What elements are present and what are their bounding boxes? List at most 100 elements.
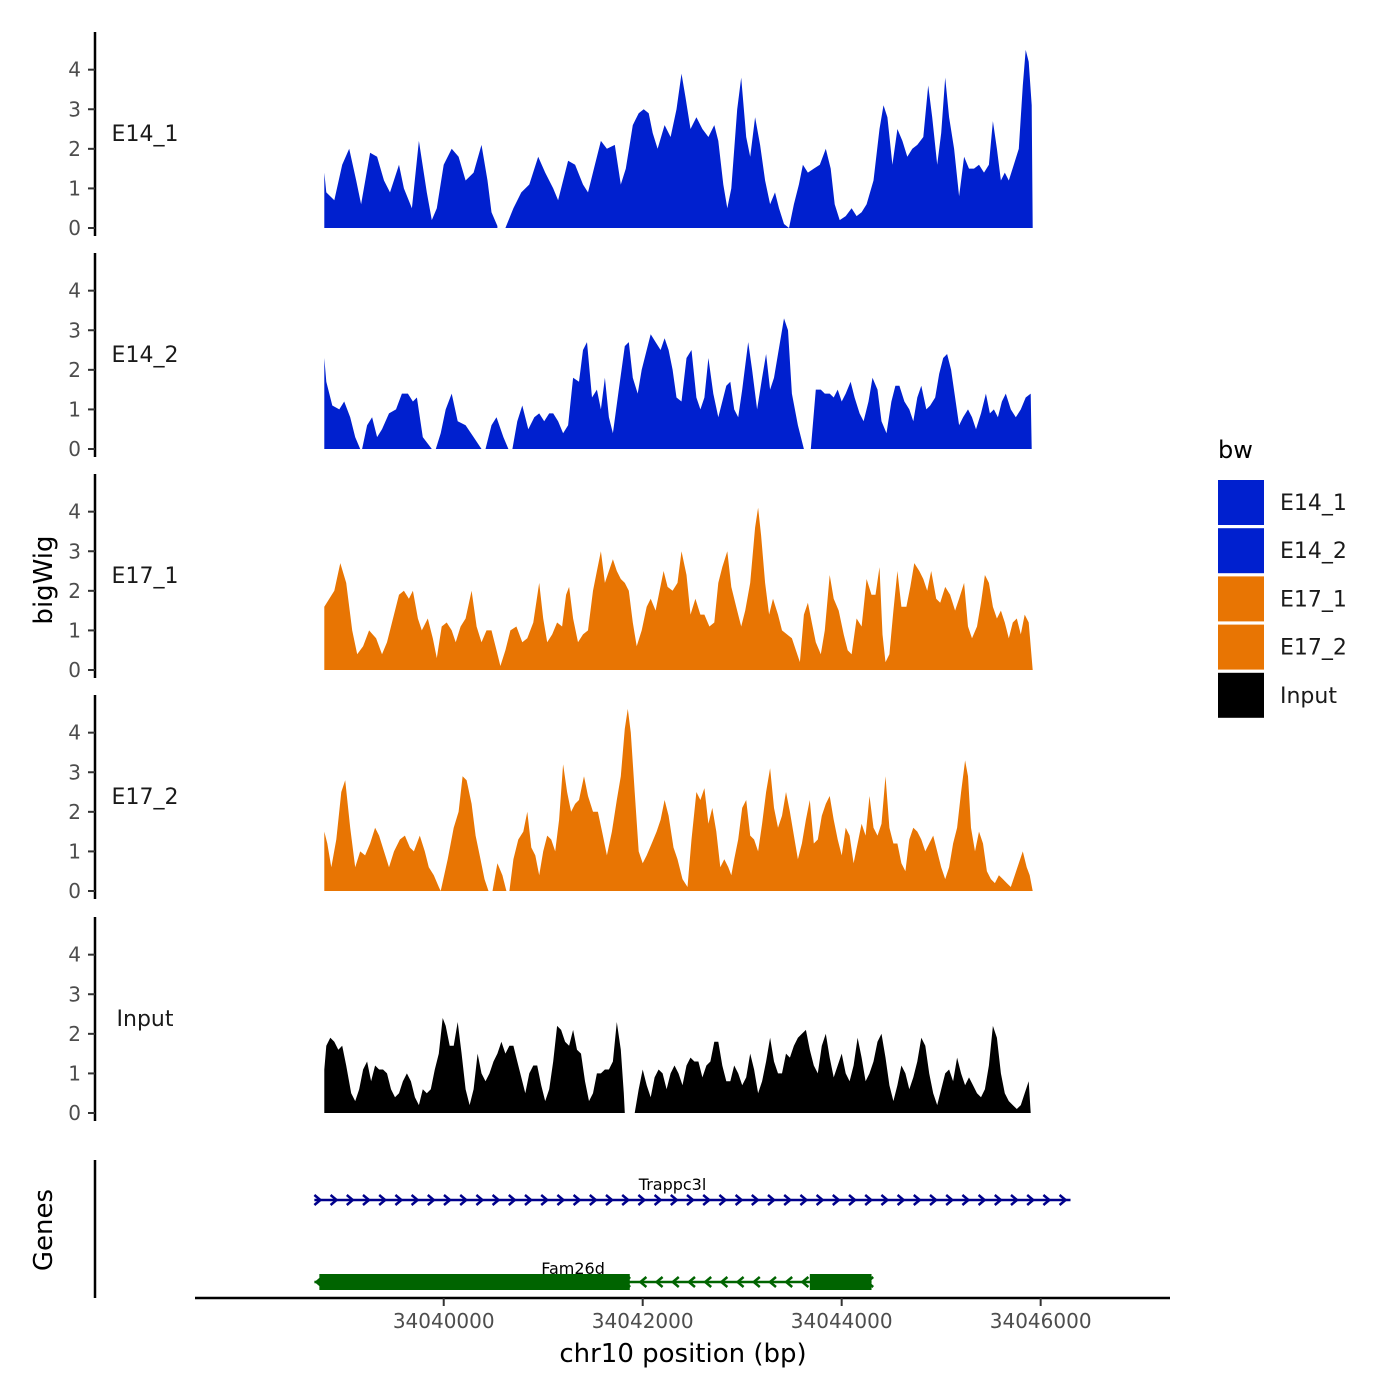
gene-Fam26d: Fam26d <box>314 1259 874 1290</box>
strand-arrow <box>768 1276 777 1288</box>
strand-arrow <box>799 1194 809 1206</box>
track-label: E17_2 <box>112 785 179 810</box>
y-tick-label: 0 <box>68 216 81 240</box>
y-axis-title: bigWig <box>29 535 59 624</box>
bigwig-tracks: 0 1 2 3 4 E14_1 0 1 2 3 4 E14_2 0 1 2 3 4 E17_1 0 1 2 3 4 E17_2… <box>68 32 1033 1125</box>
strand-arrow <box>1026 1194 1036 1206</box>
legend-label: E17_2 <box>1280 636 1347 661</box>
y-tick-label: 0 <box>68 437 81 461</box>
y-tick-label: 4 <box>68 58 81 82</box>
gene-label: Trappc3l <box>638 1175 707 1194</box>
strand-arrow <box>1058 1194 1068 1206</box>
strand-arrow <box>993 1194 1003 1206</box>
strand-arrow <box>654 1276 664 1288</box>
strand-arrow <box>702 1194 712 1206</box>
strand-arrow <box>815 1194 825 1206</box>
y-tick-label: 4 <box>68 721 81 745</box>
gene-track-title: Genes <box>29 1189 59 1271</box>
strand-arrow <box>410 1194 420 1206</box>
coverage-area-E14_2 <box>485 417 509 449</box>
track-E17_1: 0 1 2 3 4 E17_1 <box>68 474 1033 682</box>
strand-arrow <box>929 1194 938 1206</box>
track-label: Input <box>117 1007 174 1032</box>
y-tick-label: 2 <box>68 358 81 382</box>
strand-arrow <box>945 1194 955 1206</box>
y-tick-label: 1 <box>68 397 81 421</box>
y-tick-label: 1 <box>68 1061 81 1085</box>
coverage-area-E14_2 <box>810 354 1032 449</box>
y-tick-label: 3 <box>68 982 81 1006</box>
strand-arrow <box>378 1194 388 1206</box>
strand-arrow <box>977 1194 987 1206</box>
x-tick-label: 34042000 <box>592 1309 694 1333</box>
x-tick-label: 34046000 <box>990 1309 1092 1333</box>
track-label: E14_2 <box>112 343 179 368</box>
strand-arrow <box>475 1194 485 1206</box>
strand-arrow <box>686 1194 695 1206</box>
strand-arrow <box>961 1194 971 1206</box>
y-tick-label: 3 <box>68 760 81 784</box>
x-axis-title: chr10 position (bp) <box>559 1339 806 1369</box>
legend-label: E14_1 <box>1280 491 1347 516</box>
strand-arrow <box>719 1276 729 1288</box>
track-label: E17_1 <box>112 564 179 589</box>
legend-swatch <box>1218 672 1264 718</box>
strand-arrow <box>896 1194 906 1206</box>
x-tick-label: 34040000 <box>393 1309 495 1333</box>
strand-arrow <box>394 1194 404 1206</box>
gene-track: Trappc3l Fam26d <box>93 1160 1071 1298</box>
legend-item-E14_1: E14_1 <box>1218 480 1347 525</box>
strand-arrow <box>540 1194 550 1206</box>
legend-item-E17_1: E17_1 <box>1218 576 1347 622</box>
strand-arrow <box>426 1194 436 1206</box>
strand-arrow <box>718 1194 728 1206</box>
strand-arrow <box>767 1194 776 1206</box>
strand-arrow <box>750 1194 760 1206</box>
strand-arrow <box>362 1194 371 1206</box>
strand-arrow <box>491 1194 501 1206</box>
exon-block <box>809 1274 872 1290</box>
coverage-area-E14_2 <box>512 318 804 449</box>
coverage-area-E17_1 <box>324 507 1033 670</box>
coverage-area-E17_2 <box>509 708 1033 891</box>
coverage-area-E17_2 <box>324 776 489 891</box>
strand-arrow <box>751 1276 761 1288</box>
y-tick-label: 3 <box>68 318 81 342</box>
y-tick-label: 2 <box>68 800 81 824</box>
strand-arrow <box>831 1194 841 1206</box>
gene-label: Fam26d <box>541 1259 605 1278</box>
strand-arrow <box>329 1194 339 1206</box>
strand-arrow <box>524 1194 533 1206</box>
legend-label: Input <box>1280 684 1337 709</box>
coverage-area-E17_2 <box>492 863 507 891</box>
strand-arrow <box>735 1276 745 1288</box>
strand-arrow <box>507 1194 517 1206</box>
coverage-area-E14_2 <box>324 358 361 449</box>
strand-arrow <box>443 1194 452 1206</box>
y-tick-label: 1 <box>68 839 81 863</box>
track-E14_1: 0 1 2 3 4 E14_1 <box>68 32 1033 240</box>
strand-arrow <box>687 1276 696 1288</box>
strand-arrow <box>637 1194 647 1206</box>
strand-arrow <box>459 1194 469 1206</box>
strand-arrow <box>572 1194 582 1206</box>
legend-label: E14_2 <box>1280 539 1347 564</box>
strand-arrow <box>313 1194 323 1206</box>
strand-arrow <box>880 1194 890 1206</box>
track-E17_2: 0 1 2 3 4 E17_2 <box>68 695 1033 903</box>
strand-arrow <box>669 1194 679 1206</box>
y-tick-label: 4 <box>68 279 81 303</box>
coverage-area-E14_2 <box>435 393 482 449</box>
y-tick-label: 3 <box>68 97 81 121</box>
y-tick-label: 4 <box>68 500 81 524</box>
coverage-area-Input <box>324 1018 625 1113</box>
strand-arrow <box>784 1276 793 1288</box>
strand-arrow <box>1010 1194 1019 1206</box>
y-tick-label: 1 <box>68 618 81 642</box>
y-tick-label: 0 <box>68 879 81 903</box>
track-E14_2: 0 1 2 3 4 E14_2 <box>68 253 1032 461</box>
strand-arrow <box>912 1194 922 1206</box>
strand-arrow <box>638 1276 648 1288</box>
coverage-area-E14_2 <box>362 393 432 449</box>
strand-arrow <box>848 1194 857 1206</box>
